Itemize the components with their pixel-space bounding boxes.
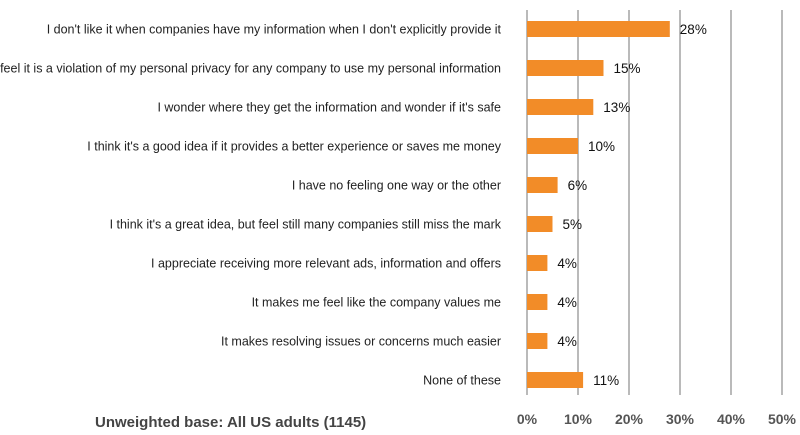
x-tick-label: 50% (768, 411, 797, 427)
bar (527, 255, 548, 271)
bar (527, 294, 548, 310)
x-tick-label: 20% (615, 411, 644, 427)
category-label: I have no feeling one way or the other (292, 179, 501, 193)
x-tick-label: 0% (517, 411, 538, 427)
category-label: I think it's a great idea, but feel stil… (110, 218, 502, 232)
base-footnote: Unweighted base: All US adults (1145) (95, 414, 366, 431)
value-label: 5% (563, 217, 583, 232)
bars (527, 21, 670, 388)
bar (527, 60, 604, 76)
bar (527, 333, 548, 349)
category-label: It makes resolving issues or concerns mu… (221, 335, 501, 349)
bar (527, 177, 558, 193)
bar (527, 99, 594, 115)
category-label: I appreciate receiving more relevant ads… (151, 257, 501, 271)
category-labels: I don't like it when companies have my i… (0, 23, 502, 388)
bar (527, 21, 670, 37)
x-tick-label: 30% (666, 411, 695, 427)
bar (527, 138, 578, 154)
value-label: 4% (557, 334, 577, 349)
x-axis-tick-labels: 0% 10% 20% 30% 40% 50% (517, 411, 797, 427)
category-label: It makes me feel like the company values… (252, 296, 501, 310)
x-tick-label: 10% (564, 411, 593, 427)
value-label: 10% (588, 139, 615, 154)
category-label: I wonder where they get the information … (157, 101, 501, 115)
value-label: 13% (603, 100, 630, 115)
value-label: 4% (557, 295, 577, 310)
bar (527, 372, 584, 388)
value-label: 6% (568, 178, 588, 193)
value-label: 15% (614, 61, 641, 76)
category-label: None of these (423, 374, 501, 388)
value-label: 4% (557, 256, 577, 271)
category-label: I don't like it when companies have my i… (47, 23, 502, 37)
bar (527, 216, 553, 232)
value-label: 11% (593, 373, 619, 388)
value-labels: 28% 15% 13% 10% 6% 5% 4% 4% 4% 11% (557, 22, 706, 388)
x-tick-label: 40% (717, 411, 746, 427)
category-label: I feel it is a violation of my personal … (0, 62, 501, 76)
value-label: 28% (680, 22, 707, 37)
category-label: I think it's a good idea if it provides … (87, 140, 501, 154)
